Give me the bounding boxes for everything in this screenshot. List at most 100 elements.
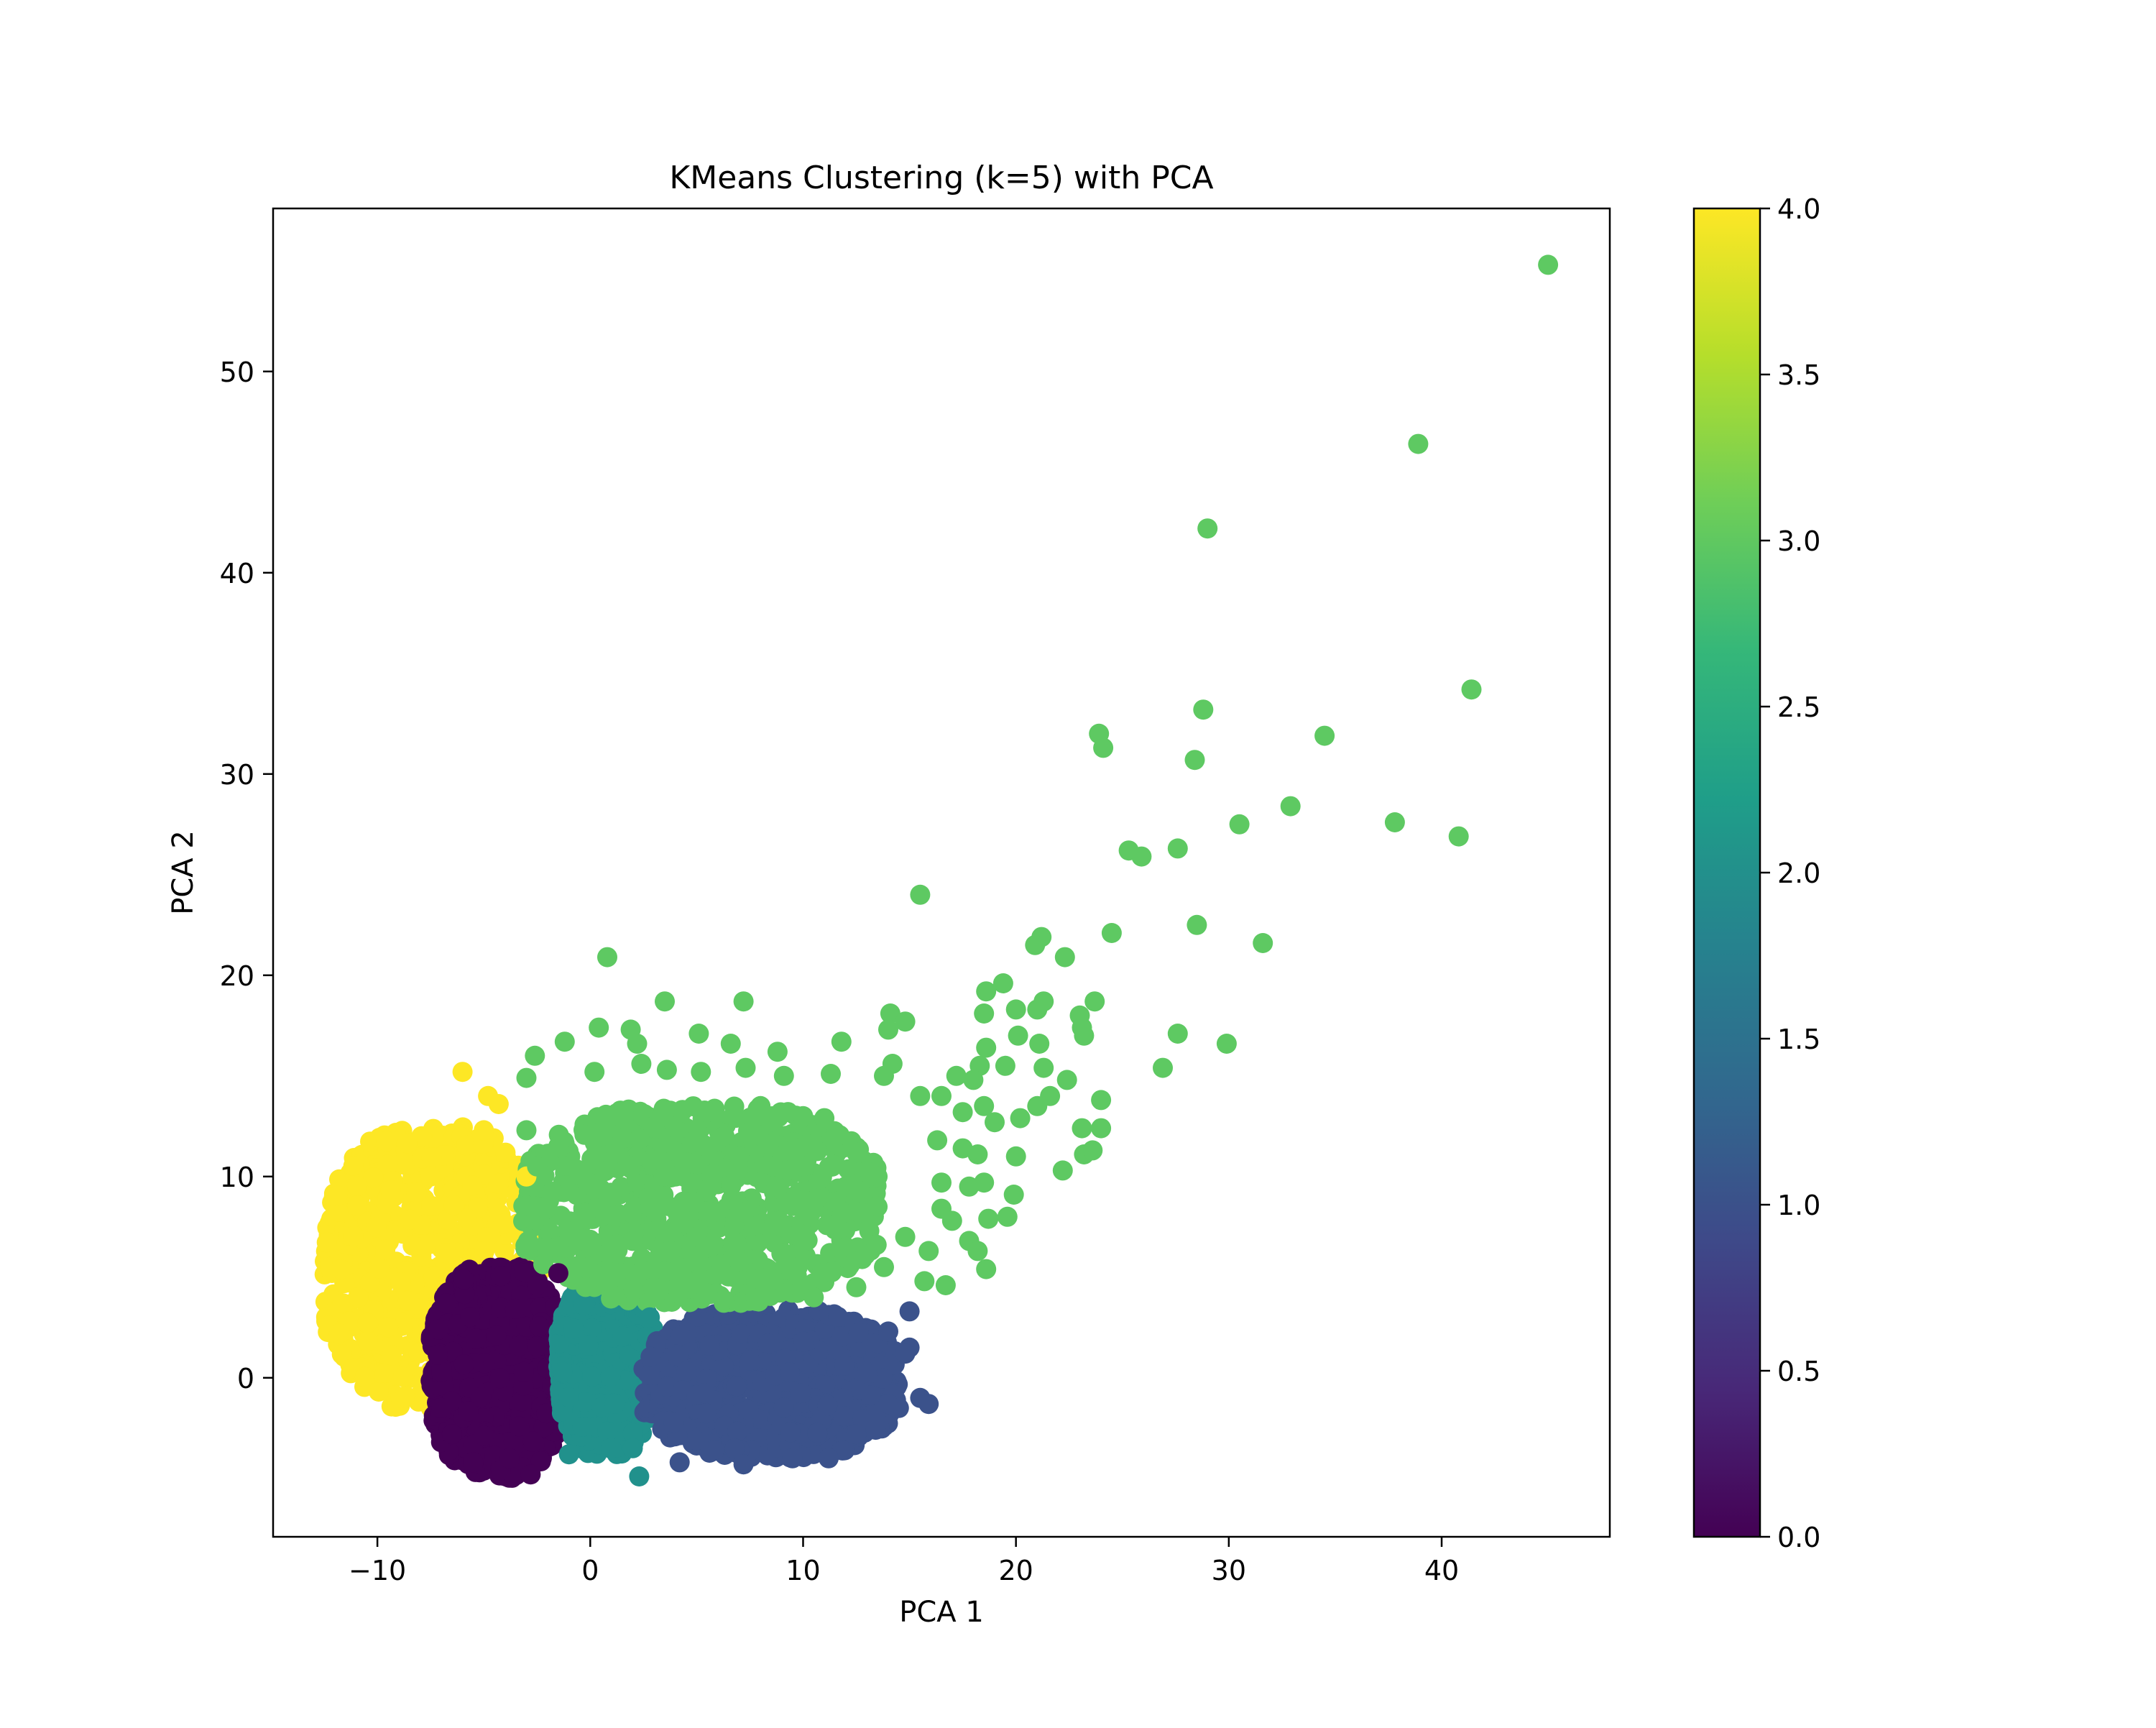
cluster-fill-point	[829, 1125, 850, 1146]
cluster-fill-point	[750, 1272, 770, 1292]
cluster-fill-point	[821, 1261, 842, 1282]
data-point	[1025, 934, 1046, 955]
cluster-fill-point	[527, 1336, 548, 1356]
x-tick-label: 30	[1212, 1555, 1246, 1586]
data-point	[878, 1394, 898, 1415]
data-point	[516, 1067, 537, 1088]
data-point	[927, 1130, 948, 1151]
data-point	[803, 1287, 824, 1308]
data-point	[1093, 737, 1114, 758]
cluster-fill-point	[640, 1346, 661, 1367]
data-point	[601, 1438, 622, 1458]
data-point	[931, 1172, 952, 1193]
cluster-fill-point	[509, 1336, 530, 1356]
cluster-fill-point	[828, 1306, 848, 1327]
data-point	[846, 1424, 867, 1445]
data-point	[914, 1271, 935, 1292]
data-point	[963, 1070, 984, 1090]
data-point	[750, 1095, 771, 1116]
data-point	[918, 1241, 939, 1261]
cluster-fill-point	[639, 1365, 660, 1385]
data-point	[895, 1343, 916, 1364]
data-point	[1005, 1146, 1026, 1167]
cluster-fill-point	[773, 1397, 794, 1417]
data-point	[548, 1236, 568, 1257]
cluster-fill-point	[779, 1362, 800, 1383]
cluster-fill-point	[471, 1387, 492, 1407]
cluster-fill-point	[456, 1135, 476, 1156]
cluster-fill-point	[489, 1368, 510, 1389]
y-tick-label: 40	[220, 558, 254, 589]
y-axis: 0 10 20 30 40 50	[220, 357, 273, 1394]
data-point	[558, 1444, 579, 1465]
cluster-fill-point	[601, 1288, 622, 1309]
cluster-fill-point	[346, 1176, 367, 1197]
cluster-fill-point	[650, 1150, 671, 1171]
data-point	[835, 1176, 856, 1197]
cluster-fill-point	[554, 1156, 575, 1177]
data-point	[867, 1196, 888, 1217]
data-point	[1101, 923, 1122, 943]
cluster-fill-point	[612, 1128, 633, 1149]
data-point	[814, 1108, 835, 1129]
data-point	[441, 1424, 462, 1445]
data-point	[488, 1094, 509, 1114]
colorbar-tick-label: 3.0	[1777, 525, 1820, 557]
cluster-fill-point	[661, 1222, 682, 1243]
cluster-fill-point	[726, 1108, 747, 1129]
cluster-fill-point	[343, 1156, 364, 1176]
data-point	[1197, 518, 1218, 539]
data-point	[697, 1283, 718, 1304]
cluster-fill-point	[369, 1259, 390, 1279]
cluster-fill-point	[757, 1333, 778, 1354]
cluster-fill-point	[369, 1382, 389, 1402]
cluster-fill-point	[505, 1298, 525, 1319]
cluster-fill-point	[494, 1213, 515, 1233]
data-point	[640, 1307, 660, 1328]
cluster-fill-point	[316, 1232, 337, 1253]
data-point	[733, 991, 754, 1012]
data-point	[622, 1438, 643, 1458]
colorbar-tick-label: 4.0	[1777, 193, 1820, 225]
data-point	[782, 1448, 803, 1469]
data-point	[627, 1034, 648, 1054]
cluster-fill-point	[694, 1383, 714, 1404]
data-point	[946, 1065, 967, 1086]
data-point	[976, 1037, 997, 1058]
data-point	[1131, 846, 1152, 867]
cluster-fill-point	[533, 1254, 553, 1274]
data-point	[552, 1361, 573, 1382]
data-point	[1253, 933, 1273, 953]
cluster-fill-point	[703, 1164, 724, 1185]
cluster-fill-point	[460, 1307, 481, 1328]
cluster-fill-point	[558, 1387, 579, 1407]
data-point	[1167, 838, 1188, 859]
cluster-fill-point	[777, 1192, 798, 1213]
cluster-fill-point	[759, 1134, 780, 1155]
cluster-fill-point	[443, 1195, 464, 1215]
cluster-fill-point	[363, 1167, 384, 1188]
data-point	[1054, 947, 1075, 968]
cluster-fill-point	[686, 1430, 706, 1451]
data-point	[669, 1452, 690, 1473]
cluster-fill-point	[359, 1272, 380, 1293]
cluster-fill-point	[376, 1131, 397, 1152]
cluster-fill-point	[530, 1297, 550, 1318]
data-point	[867, 1166, 888, 1187]
cluster-fill-point	[724, 1438, 745, 1459]
cluster-fill-point	[693, 1134, 714, 1155]
cluster-fill-point	[513, 1361, 534, 1382]
cluster-fill-point	[346, 1195, 367, 1216]
data-point	[644, 1277, 665, 1297]
data-point	[729, 1251, 750, 1272]
cluster-fill-point	[793, 1190, 814, 1210]
data-point	[1074, 1025, 1095, 1046]
cluster-fill-point	[668, 1346, 688, 1366]
cluster-fill-point	[582, 1366, 603, 1387]
cluster-fill-point	[344, 1226, 364, 1246]
data-point	[1010, 1108, 1031, 1129]
data-point	[1072, 1118, 1092, 1139]
data-point	[910, 884, 931, 905]
cluster-fill-point	[816, 1215, 837, 1236]
cluster-fill-point	[397, 1290, 418, 1311]
